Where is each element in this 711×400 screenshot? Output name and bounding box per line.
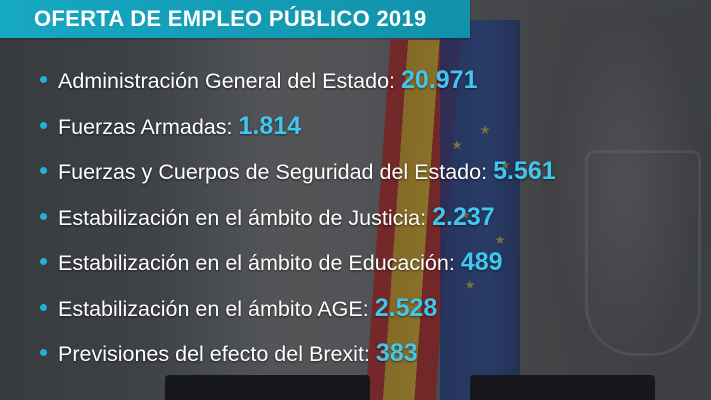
item-label: Estabilización en el ámbito AGE: (58, 296, 369, 321)
list-item: Fuerzas Armadas: 1.814 (40, 112, 556, 158)
list-item: Fuerzas y Cuerpos de Seguridad del Estad… (40, 157, 556, 203)
item-value: 1.814 (238, 111, 302, 140)
eu-star-icon (495, 235, 505, 245)
item-value: 489 (460, 248, 503, 276)
eu-star-icon (452, 140, 462, 150)
employment-offer-list: Administración General del Estado: 20.97… (40, 66, 556, 385)
bullet-icon (40, 121, 47, 129)
list-item: Estabilización en el ámbito de Educación… (40, 248, 556, 294)
list-item: Estabilización en el ámbito AGE: 2.528 (40, 294, 556, 340)
coat-of-arms-shield (585, 150, 701, 356)
item-label: Estabilización en el ámbito de Educación… (58, 251, 455, 275)
item-value: 383 (375, 339, 418, 367)
item-value: 2.528 (374, 293, 438, 322)
bullet-icon (40, 212, 47, 220)
podium-right (470, 375, 655, 400)
item-value: 20.971 (401, 66, 478, 94)
list-item: Previsiones del efecto del Brexit: 383 (40, 339, 556, 385)
title-bar: OFERTA DE EMPLEO PÚBLICO 2019 (0, 0, 470, 38)
item-value: 5.561 (493, 157, 556, 185)
eu-star-icon (480, 125, 490, 135)
bullet-icon (40, 167, 47, 174)
page-title: OFERTA DE EMPLEO PÚBLICO 2019 (34, 6, 427, 31)
list-item: Administración General del Estado: 20.97… (40, 66, 556, 112)
item-label: Previsiones del efecto del Brexit: (58, 342, 370, 366)
eu-star-icon (465, 280, 475, 290)
bullet-icon (40, 303, 47, 311)
item-value: 2.237 (432, 202, 495, 231)
eu-flag (440, 20, 520, 400)
item-label: Administración General del Estado: (58, 69, 396, 93)
bullet-icon (40, 349, 47, 356)
bullet-icon (40, 76, 47, 83)
list-item: Estabilización en el ámbito de Justicia:… (40, 203, 556, 249)
item-label: Estabilización en el ámbito de Justicia: (58, 205, 427, 230)
item-label: Fuerzas y Cuerpos de Seguridad del Estad… (58, 160, 488, 184)
eu-star-icon (500, 160, 510, 170)
podium-left (165, 375, 370, 400)
eu-star-icon (460, 210, 470, 220)
item-label: Fuerzas Armadas: (58, 114, 233, 139)
bullet-icon (40, 258, 47, 265)
